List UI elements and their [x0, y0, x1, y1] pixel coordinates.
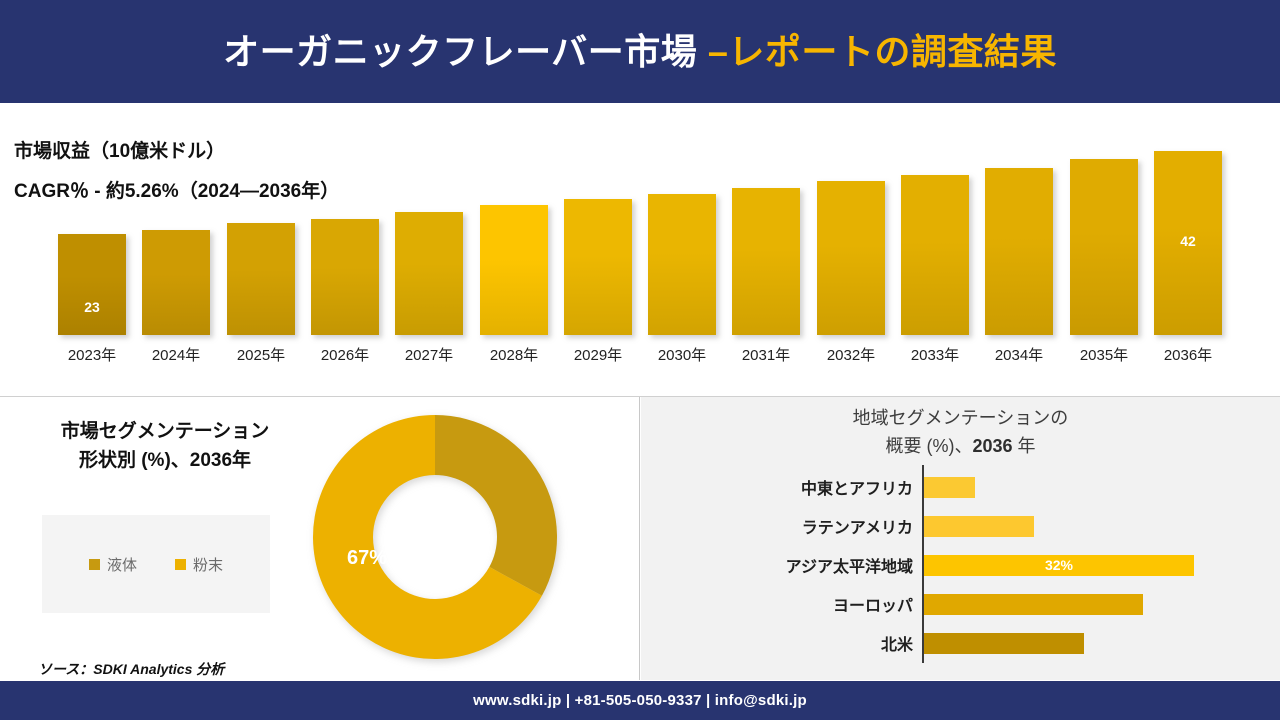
regional-bar-row: 中東とアフリカ [641, 467, 1280, 507]
revenue-bar: 42 [1154, 151, 1222, 335]
revenue-x-axis-label: 2023年 [67, 347, 117, 364]
revenue-bar-column [985, 168, 1053, 335]
revenue-bar [480, 205, 548, 335]
revenue-x-axis-label: 2029年 [573, 347, 623, 364]
page-title-main: オーガニックフレーバー市場 [223, 30, 708, 72]
revenue-bar [227, 223, 295, 335]
revenue-bar-value-label: 23 [84, 299, 100, 315]
regional-bars-group: 中東とアフリカ ラテンアメリカアジア太平洋地域 32% ヨーロッパ北米 [641, 465, 1280, 665]
revenue-bar-value-label: 42 [1180, 233, 1196, 249]
section-divider-horizontal [0, 396, 1280, 397]
regional-bar-label: ラテンアメリカ [801, 520, 913, 537]
revenue-bar-column [142, 230, 210, 335]
revenue-bar [395, 212, 463, 335]
regional-chart-section: 地域セグメンテーションの 概要 (%)、2036 年 中東とアフリカ ラテンアメリ… [641, 397, 1280, 680]
revenue-bar [901, 175, 969, 335]
revenue-bar-column [227, 223, 295, 335]
footer-contact-text: www.sdki.jp | +81-505-050-9337 | info@sd… [473, 692, 807, 709]
revenue-x-axis-label: 2033年 [910, 347, 960, 364]
donut-title-line2: 形状別 (%)、2036年 [78, 450, 252, 472]
donut-legend-label: 液体 [106, 556, 137, 574]
revenue-caption-line2: CAGR％ - 約5.26%（2024―2036年） [14, 181, 340, 202]
regional-axis-line [922, 465, 924, 663]
donut-title-line1: 市場セグメンテーション [60, 421, 270, 442]
revenue-bar [1070, 159, 1138, 335]
revenue-bar [985, 168, 1053, 335]
donut-chart: 67% [310, 412, 560, 662]
donut-chart-svg [312, 415, 557, 659]
regional-title-year: 2036 [972, 435, 1013, 456]
regional-bar-label: ヨーロッパ [832, 598, 913, 615]
revenue-bar-column [732, 188, 800, 335]
revenue-bar-column [311, 219, 379, 335]
donut-chart-title: 市場セグメンテーション 形状別 (%)、2036年 [20, 417, 310, 476]
page-footer: www.sdki.jp | +81-505-050-9337 | info@sd… [0, 681, 1280, 720]
regional-title-prefix: 概要 (%)、 [885, 435, 973, 456]
revenue-bar-column [395, 212, 463, 335]
revenue-x-axis-label: 2026年 [320, 347, 370, 364]
regional-title-suffix: 年 [1012, 435, 1036, 456]
segmentation-donut-section: 市場セグメンテーション 形状別 (%)、2036年 液体 粉末 67% ソース：S… [0, 397, 640, 680]
regional-chart-title: 地域セグメンテーションの 概要 (%)、2036 年 [641, 405, 1280, 461]
donut-legend: 液体 粉末 [42, 515, 270, 613]
regional-title-line1: 地域セグメンテーションの [852, 408, 1069, 428]
donut-legend-label: 粉末 [193, 556, 224, 574]
regional-bar-value-label: 32% [1044, 557, 1074, 573]
page-title-accent: –レポートの調査結果 [707, 30, 1057, 72]
revenue-bar-column [564, 199, 632, 335]
revenue-bar-column [1070, 159, 1138, 335]
revenue-x-axis-label: 2025年 [236, 347, 286, 364]
page-title: オーガニックフレーバー市場 –レポートの調査結果 [223, 30, 1057, 72]
legend-swatch-icon [175, 558, 186, 570]
revenue-x-axis-label: 2031年 [741, 347, 791, 364]
revenue-x-axis-label: 2028年 [489, 347, 539, 364]
donut-slice-label-powder: 67% [346, 547, 388, 569]
revenue-bar-column [648, 194, 716, 335]
regional-bar [924, 515, 1034, 537]
donut-slice-液体 [435, 415, 557, 596]
page-header: オーガニックフレーバー市場 –レポートの調査結果 [0, 0, 1280, 103]
source-note: ソース：SDKI Analytics 分析 [38, 661, 225, 677]
revenue-x-axis-label: 2024年 [151, 347, 201, 364]
legend-swatch-icon [88, 558, 100, 570]
revenue-x-axis-label: 2030年 [657, 347, 707, 364]
revenue-bar [648, 194, 716, 335]
revenue-x-axis-label: 2027年 [404, 347, 454, 364]
regional-bar-row: ヨーロッパ [641, 584, 1280, 624]
revenue-axis-labels: 2023年 2024年 2025年 2026年 2027年 2028年 2029年 2030年… [50, 344, 1230, 368]
regional-bar-label: アジア太平洋地域 [785, 559, 913, 576]
donut-slice-粉末 [312, 415, 542, 659]
revenue-x-axis-label: 2034年 [994, 347, 1044, 364]
revenue-x-axis-label: 2032年 [826, 347, 876, 364]
regional-bar: 32% [924, 554, 1194, 576]
revenue-bar [817, 181, 885, 335]
revenue-bar-column: 23 [58, 234, 126, 335]
regional-bar-row: ラテンアメリカ [641, 506, 1280, 546]
regional-bar [924, 476, 975, 498]
regional-title-line2: 概要 (%)、2036 年 [641, 433, 1280, 461]
revenue-bar-column [480, 205, 548, 335]
donut-legend-item[interactable]: 粉末 [175, 554, 223, 575]
revenue-bar-column [901, 175, 969, 335]
revenue-bar [311, 219, 379, 335]
regional-bar [924, 593, 1143, 615]
regional-bar [924, 632, 1084, 654]
donut-legend-item[interactable]: 液体 [88, 554, 137, 575]
revenue-bar [142, 230, 210, 335]
revenue-bar-column: 42 [1154, 151, 1222, 335]
regional-bar-row: 北米 [641, 623, 1280, 663]
revenue-x-axis-label: 2035年 [1079, 347, 1129, 364]
revenue-chart-section [0, 103, 1280, 396]
regional-bar-row: アジア太平洋地域 32% [641, 545, 1280, 585]
revenue-x-axis-label: 2036年 [1163, 347, 1213, 364]
revenue-bars-group: 23 42 [50, 130, 1230, 335]
revenue-bar: 23 [58, 234, 126, 335]
regional-bar-label: 中東とアフリカ [800, 481, 913, 498]
revenue-bar [564, 199, 632, 335]
revenue-bar [732, 188, 800, 335]
revenue-bar-column [817, 181, 885, 335]
revenue-caption-line1: 市場収益（10億米ドル） [14, 141, 226, 162]
regional-bar-label: 北米 [880, 637, 913, 654]
